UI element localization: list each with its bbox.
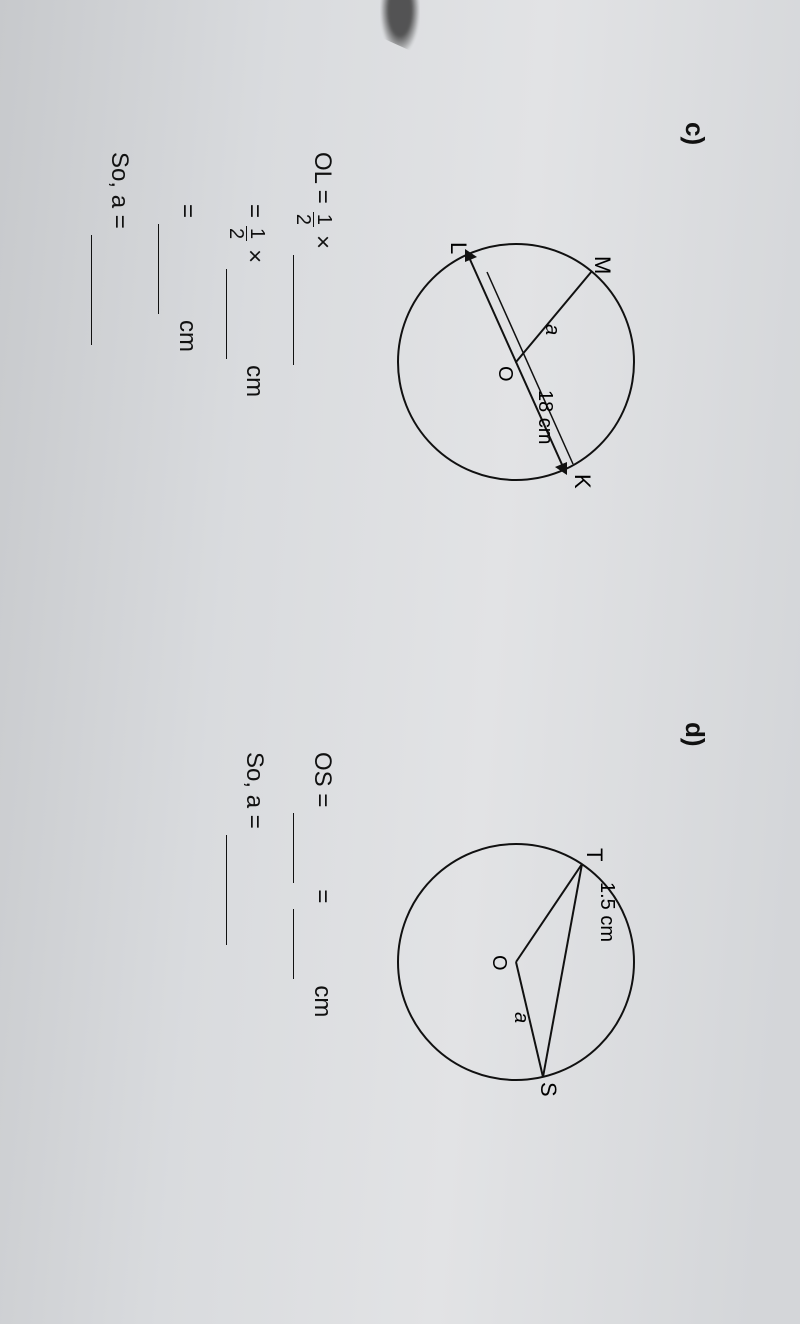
c-l3-eq: = [158,204,216,218]
c-l1-times: × [293,235,351,249]
work-d-line1: OS = = cm [293,752,351,1202]
c-answer-prefix: So, a = [91,152,149,229]
radius-a-c: a [541,324,563,335]
blank-c3 [158,224,192,314]
point-T: T [582,848,607,861]
d-l1-unit: cm [293,985,351,1017]
point-L: L [446,242,471,254]
d-l1-eq: = [293,889,351,903]
blank-c1 [293,255,327,365]
circle-c [398,244,634,480]
c-l1-lhs: OL = [293,152,351,204]
c-l2-unit: cm [226,365,284,397]
page-content: c) K L M O a 18 cm [60,112,740,1212]
figure-d: T S O a 1.5 cm [381,812,661,1112]
figure-c: K L M O a 18 cm [381,212,661,512]
c-l2-times: × [226,249,284,263]
blank-c2 [226,269,260,359]
d-answer-prefix: So, a = [226,752,284,829]
OT-label: 1.5 cm [596,882,618,942]
circle-d [398,844,634,1080]
c-l2-eq: = [226,204,284,218]
blank-c-answer [91,235,125,345]
problem-d: d) T S O a 1.5 cm OS = = cm [216,722,710,1202]
center-O-c: O [494,366,516,382]
fraction-half-2: 1 2 [226,226,267,241]
radius-a-d: a [510,1012,532,1023]
work-c-line1: OL = 1 2 × [293,152,351,602]
problem-c-label: c) [679,122,710,602]
center-O-d: O [488,955,510,971]
work-d-answer: So, a = [226,752,284,1202]
work-c-answer: So, a = [91,152,149,602]
blank-d2 [293,909,327,979]
diameter-label-c: 18 cm [534,390,556,444]
c-l3-unit: cm [158,320,216,352]
blank-d1 [293,813,327,883]
fraction-half-1: 1 2 [293,212,334,227]
work-c-line3: = cm [158,152,216,602]
point-S: S [536,1082,561,1097]
point-K: K [570,474,595,489]
work-d: OS = = cm So, a = [226,752,351,1202]
point-M: M [590,256,615,274]
work-c-line2: = 1 2 × cm [226,152,284,602]
problem-c: c) K L M O a 18 cm [81,122,710,602]
d-l1-lhs: OS = [293,752,351,807]
work-c: OL = 1 2 × = 1 2 × cm [91,152,351,602]
problem-d-label: d) [679,722,710,1202]
blank-d-answer [226,835,260,945]
